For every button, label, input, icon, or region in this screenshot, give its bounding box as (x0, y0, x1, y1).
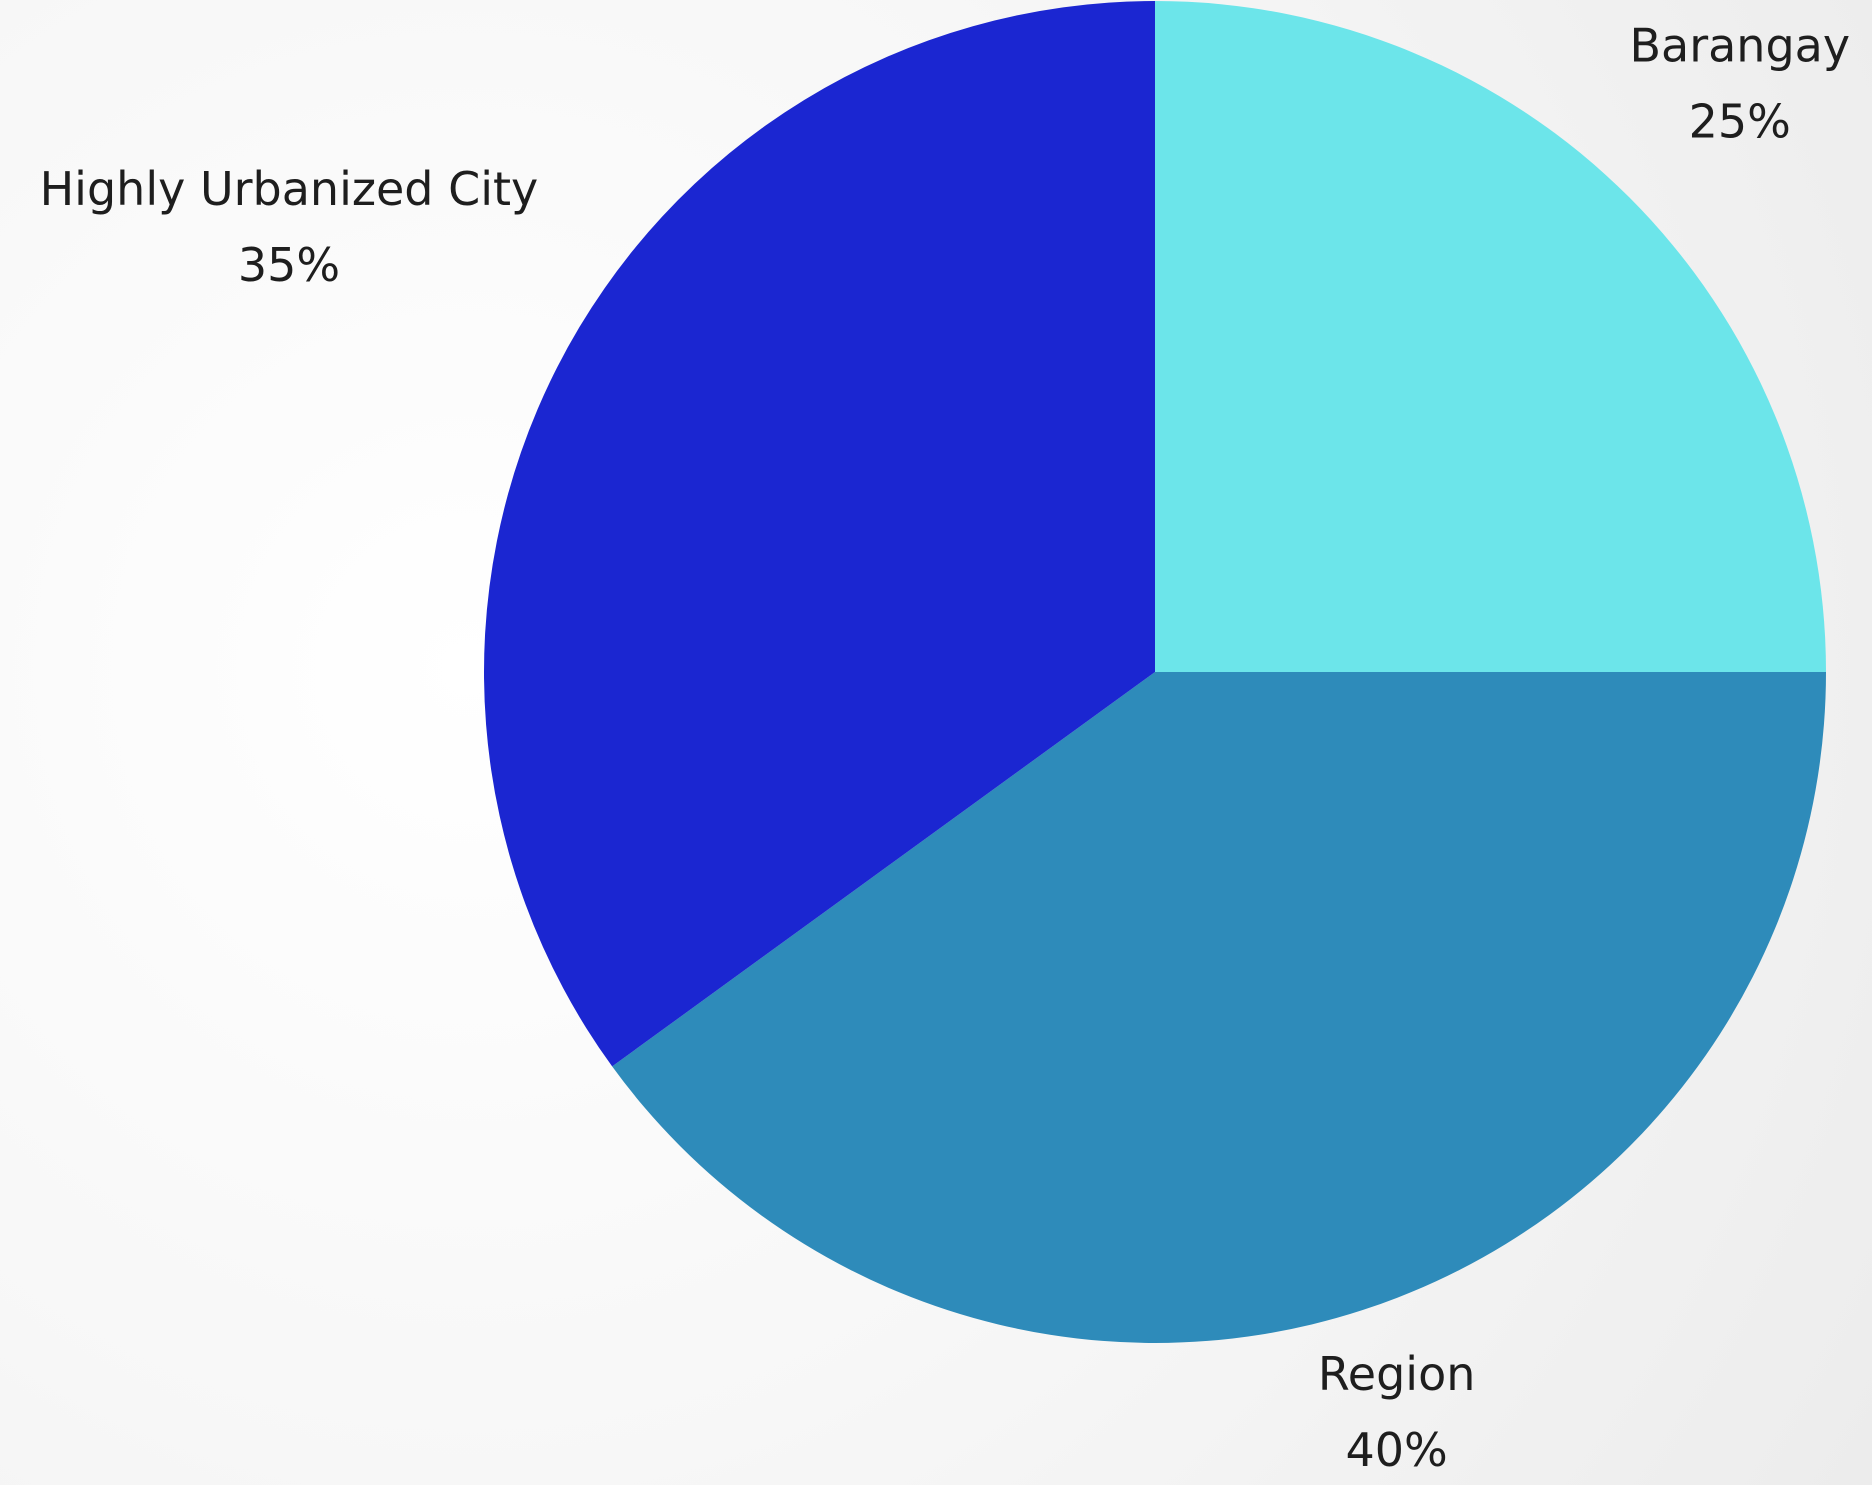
slice-value-label: 40% (1346, 1423, 1448, 1477)
pie-slice (484, 1, 1156, 1067)
pie-slice (1155, 1, 1826, 672)
slice-label: Barangay (1629, 19, 1850, 73)
slice-value-label: 25% (1689, 95, 1791, 149)
slice-label: Highly Urbanized City (40, 162, 539, 216)
slice-value-label: 35% (238, 238, 340, 292)
pie-slice (612, 672, 1826, 1343)
slice-label: Region (1318, 1347, 1475, 1401)
